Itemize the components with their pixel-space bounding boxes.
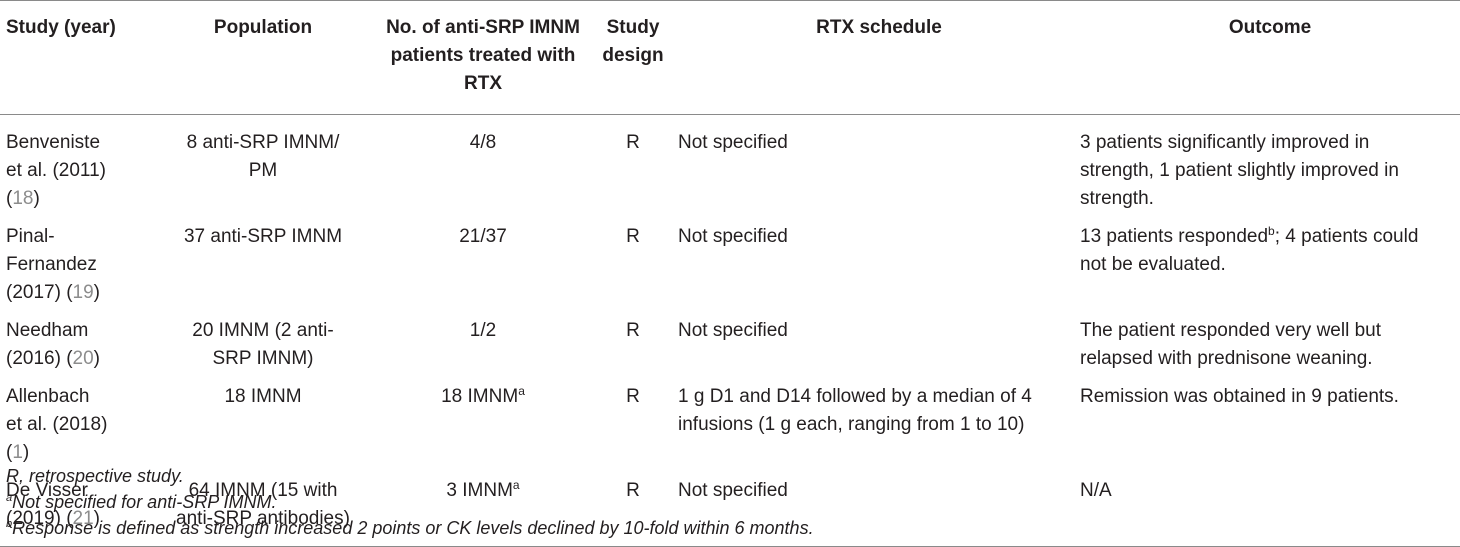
header-patients-treated: No. of anti-SRP IMNM patients treated wit… bbox=[378, 0, 588, 115]
cell-outcome: N/A bbox=[1080, 477, 1460, 547]
footnote-marker: b bbox=[1268, 224, 1275, 238]
cell-patients-treated: 3 IMNMa bbox=[378, 477, 588, 547]
footnote-marker: a bbox=[518, 384, 525, 398]
cell-population: 18 IMNM bbox=[224, 386, 302, 407]
cell-rtx-schedule: Not specified bbox=[678, 132, 788, 153]
cell-patients-treated: 4/8 bbox=[469, 132, 497, 153]
cell-rtx-schedule: Not specified bbox=[678, 320, 788, 341]
header-study: Study (year) bbox=[0, 0, 148, 115]
table-row: Benveniste et al. (2011) (18) 8 anti-SRP… bbox=[0, 115, 1460, 224]
table-row: Needham (2016) (20) 20 IMNM (2 anti- SRP … bbox=[0, 317, 1460, 383]
cell-rtx-schedule: Not specified bbox=[678, 477, 1080, 547]
header-rtx-schedule: RTX schedule bbox=[678, 0, 1080, 115]
cell-study: Needham (2016) (20) bbox=[6, 320, 100, 369]
table-row: De Visser (2019) (21) 64 IMNM (15 with an… bbox=[0, 477, 1460, 547]
footnote-abbreviation: R, retrospective study. bbox=[6, 466, 184, 486]
footnote-marker: a bbox=[512, 478, 520, 492]
cell-study-design: R bbox=[626, 386, 640, 407]
cell-study-design: R bbox=[626, 132, 640, 153]
reference-link[interactable]: 18 bbox=[12, 188, 34, 209]
footnote-a: aNot specified for anti-SRP IMNM. bbox=[6, 492, 277, 512]
header-study-design: Study design bbox=[588, 0, 678, 115]
table-row: Allenbach et al. (2018) (1) 18 IMNM 18 I… bbox=[0, 383, 1460, 477]
header-outcome: Outcome bbox=[1080, 0, 1460, 115]
cell-study: De Visser (2019) (21) bbox=[0, 477, 148, 547]
reference-link[interactable]: 1 bbox=[12, 442, 23, 463]
table-body: Benveniste et al. (2011) (18) 8 anti-SRP… bbox=[0, 115, 1460, 547]
cell-study: Benveniste et al. (2011) (18) bbox=[6, 132, 106, 209]
cell-patients-treated: 1/2 bbox=[469, 320, 497, 341]
cell-outcome: The patient responded very well but rela… bbox=[1080, 320, 1382, 369]
cell-population: 37 anti-SRP IMNM bbox=[183, 226, 343, 247]
cell-outcome: 3 patients significantly improved in str… bbox=[1080, 132, 1399, 209]
cell-rtx-schedule: 1 g D1 and D14 followed by a median of 4… bbox=[678, 386, 1032, 435]
cell-population: 8 anti-SRP IMNM/PM bbox=[186, 132, 340, 181]
cell-study-design: R bbox=[626, 320, 640, 341]
reference-link[interactable]: 20 bbox=[72, 348, 94, 369]
cell-outcome: Remission was obtained in 9 patients. bbox=[1080, 386, 1399, 407]
cell-study-design: R bbox=[588, 477, 678, 547]
header-population: Population bbox=[148, 0, 378, 115]
reference-link[interactable]: 19 bbox=[72, 282, 94, 303]
table-row: Pinal- Fernandez (2017) (19) 37 anti-SRP… bbox=[0, 223, 1460, 317]
cell-patients-treated: 18 IMNMa bbox=[441, 384, 525, 407]
cell-study: Allenbach et al. (2018) (1) bbox=[6, 386, 108, 463]
cell-rtx-schedule: Not specified bbox=[678, 226, 788, 247]
cell-study-design: R bbox=[626, 226, 640, 247]
table-header: Study (year) Population No. of anti-SRP … bbox=[0, 0, 1460, 115]
cell-population: 20 IMNM (2 anti- SRP IMNM) bbox=[192, 320, 334, 369]
cell-population: 64 IMNM (15 with anti-SRP antibodies) bbox=[148, 477, 378, 547]
footnote-b: bResponse is defined as strength increas… bbox=[6, 518, 814, 538]
cell-study: Pinal- Fernandez (2017) (19) bbox=[6, 226, 100, 303]
reference-link[interactable]: 21 bbox=[72, 508, 94, 529]
cell-outcome: 13 patients respondedb; 4 patients could… bbox=[1080, 224, 1419, 275]
cell-patients-treated: 21/37 bbox=[459, 226, 507, 247]
